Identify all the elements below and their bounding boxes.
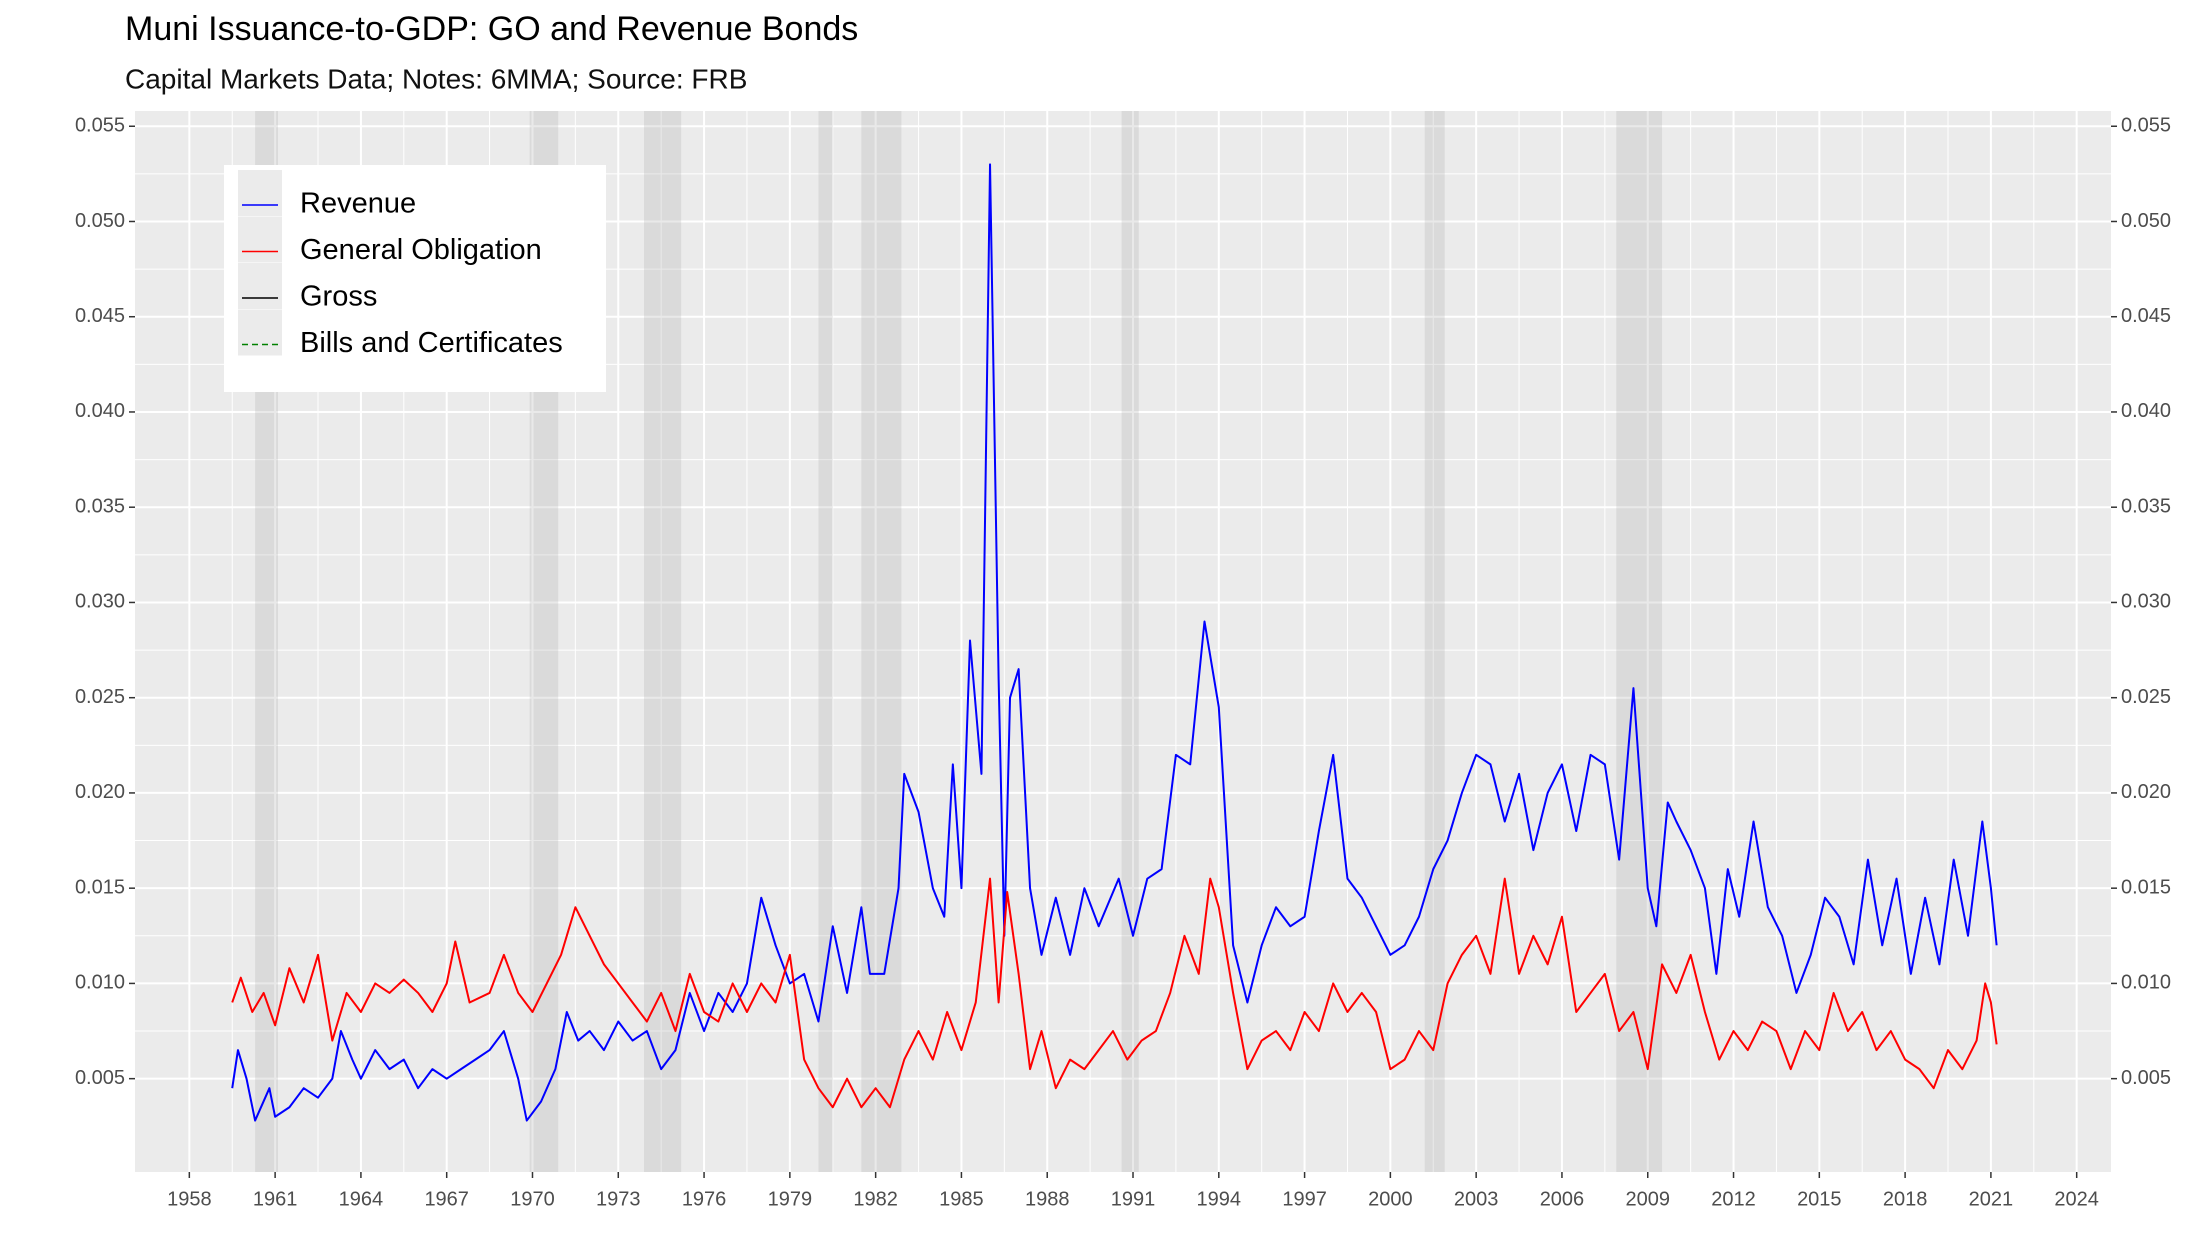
- x-tick-label: 1982: [853, 1188, 898, 1210]
- x-tick-label: 2006: [1540, 1188, 1585, 1210]
- y2-tick-label: 0.020: [2121, 781, 2171, 803]
- y-tick-label: 0.005: [75, 1067, 125, 1089]
- legend-label: Revenue: [300, 188, 416, 220]
- y-tick-label: 0.045: [75, 305, 125, 327]
- recession-band: [1424, 111, 1445, 1172]
- legend-key: [238, 170, 282, 216]
- x-tick-label: 1997: [1282, 1188, 1327, 1210]
- y-tick-label: 0.050: [75, 210, 125, 232]
- recession-band: [1121, 111, 1139, 1172]
- legend-key: [238, 309, 282, 356]
- y2-tick-label: 0.045: [2121, 305, 2171, 327]
- y2-tick-label: 0.040: [2121, 400, 2171, 422]
- series-line: [231, 163, 1998, 1122]
- chart-subtitle: Capital Markets Data; Notes: 6MMA; Sourc…: [125, 63, 747, 94]
- y-tick-label: 0.055: [75, 115, 125, 137]
- x-tick-label: 1979: [768, 1188, 813, 1210]
- x-tick-label: 1970: [510, 1188, 555, 1210]
- recession-band: [818, 111, 833, 1172]
- x-tick-label: 1976: [682, 1188, 727, 1210]
- legend-label: Gross: [300, 281, 377, 313]
- x-tick-label: 2015: [1797, 1188, 1842, 1210]
- recession-band: [861, 111, 902, 1172]
- y2-tick-label: 0.005: [2121, 1067, 2171, 1089]
- y2-tick-label: 0.025: [2121, 686, 2171, 708]
- x-tick-label: 1994: [1197, 1188, 1242, 1210]
- x-tick-label: 1961: [253, 1188, 298, 1210]
- y-tick-label: 0.025: [75, 686, 125, 708]
- x-tick-label: 1985: [939, 1188, 984, 1210]
- y-tick-label: 0.035: [75, 495, 125, 517]
- recession-band: [1616, 111, 1663, 1172]
- x-tick-label: 1967: [424, 1188, 469, 1210]
- y2-tick-label: 0.030: [2121, 591, 2171, 613]
- x-tick-label: 1973: [596, 1188, 641, 1210]
- y2-tick-label: 0.050: [2121, 210, 2171, 232]
- series-line: [231, 877, 1998, 1109]
- legend-box: [224, 165, 606, 392]
- legend-key: [238, 216, 282, 263]
- y2-tick-label: 0.015: [2121, 876, 2171, 898]
- y2-tick-label: 0.035: [2121, 495, 2171, 517]
- x-tick-label: 2009: [1625, 1188, 1670, 1210]
- y-tick-label: 0.015: [75, 876, 125, 898]
- x-tick-label: 2000: [1368, 1188, 1413, 1210]
- x-tick-label: 1988: [1025, 1188, 1070, 1210]
- y-tick-label: 0.030: [75, 591, 125, 613]
- x-tick-label: 2012: [1711, 1188, 1756, 1210]
- legend-key: [238, 263, 282, 309]
- y2-tick-label: 0.055: [2121, 115, 2171, 137]
- x-tick-label: 2021: [1969, 1188, 2014, 1210]
- y-tick-label: 0.010: [75, 972, 125, 994]
- x-tick-label: 1964: [339, 1188, 384, 1210]
- x-tick-label: 2018: [1883, 1188, 1928, 1210]
- y2-tick-label: 0.010: [2121, 972, 2171, 994]
- x-tick-label: 1958: [167, 1188, 212, 1210]
- x-tick-label: 2003: [1454, 1188, 1499, 1210]
- legend-label: General Obligation: [300, 234, 542, 266]
- legend-label: Bills and Certificates: [300, 327, 563, 359]
- x-tick-label: 2024: [2054, 1188, 2099, 1210]
- x-tick-label: 1991: [1111, 1188, 1156, 1210]
- y-tick-label: 0.040: [75, 400, 125, 422]
- y-tick-label: 0.020: [75, 781, 125, 803]
- chart-title: Muni Issuance-to-GDP: GO and Revenue Bon…: [125, 10, 858, 48]
- recession-band: [644, 111, 682, 1172]
